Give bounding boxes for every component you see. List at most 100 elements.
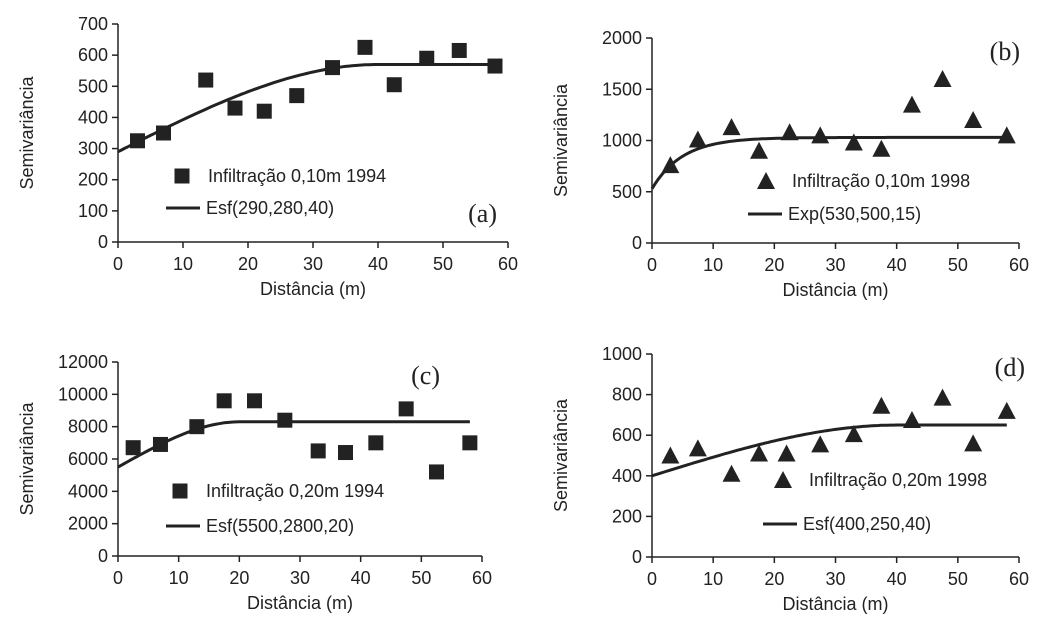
data-point [247,393,262,409]
x-tick-label: 0 [113,254,123,274]
data-point [289,88,305,104]
y-tick-label: 200 [78,170,108,190]
legend-model-label: Esf(400,250,40) [803,514,931,534]
x-tick-label: 30 [825,255,845,275]
chart-panel-d: 0 200 400 600 800 1000 0 10 20 30 40 50 60 Distância … [551,344,1029,614]
data-point [964,111,983,128]
data-point [277,412,293,428]
data-point [902,410,921,428]
y-tick-label: 0 [632,233,642,253]
chart-panel-a: 0 100 200 300 400 500 600 700 0 10 20 30 40 50 60 Distâ… [17,14,518,299]
data-point [688,130,707,148]
x-tick-label: 40 [368,254,388,274]
y-tick-label: 8000 [68,417,108,437]
data-point [325,60,340,76]
legend-marker [174,168,190,184]
y-axis-label: Semivariância [551,83,571,197]
data-point [722,464,741,482]
data-point [338,445,353,461]
y-tick-label: 300 [78,139,108,159]
y-tick-label: 600 [612,425,642,445]
y-tick-label: 2000 [68,514,108,534]
data-point [198,72,214,88]
x-tick-label: 20 [238,254,258,274]
model-curve [117,63,495,154]
legend-points-label: Infiltração 0,20m 1994 [206,481,384,501]
x-tick-label: 10 [703,255,723,275]
y-tick-label: 4000 [68,481,108,501]
data-point [933,388,952,406]
data-point [429,464,444,480]
y-tick-label: 0 [632,547,642,567]
y-tick-label: 0 [98,232,108,252]
x-tick-label: 50 [948,569,968,589]
data-point [997,126,1016,144]
model-curve [650,135,1007,190]
legend-points-label: Infiltração 0,10m 1994 [208,166,386,186]
x-axis-label: Distância (m) [247,593,353,613]
x-tick-label: 0 [647,569,657,589]
model-curve [117,420,470,469]
x-tick-label: 10 [173,254,193,274]
y-tick-label: 200 [612,506,642,526]
y-tick-label: 0 [98,546,108,566]
data-point [216,393,232,409]
x-tick-label: 60 [498,254,518,274]
legend-model-label: Esf(290,280,40) [206,198,334,218]
data-point [872,139,891,157]
data-point [310,443,326,459]
data-point [844,425,863,443]
x-tick-label: 10 [169,568,189,588]
y-tick-label: 700 [78,14,108,34]
data-point [661,446,680,464]
x-tick-label: 60 [1009,255,1029,275]
y-tick-label: 1500 [602,79,642,99]
y-axis-label: Semivariância [17,401,37,515]
panel-tag: (c) [411,361,440,390]
data-point [419,50,435,66]
y-tick-label: 400 [612,466,642,486]
data-point [750,141,769,159]
legend-model-label: Exp(530,500,15) [788,204,921,224]
data-point [189,419,205,435]
data-point [964,434,983,452]
data-point [661,156,680,174]
y-tick-label: 2000 [602,28,642,48]
legend-marker [757,172,775,189]
y-tick-label: 1000 [602,344,642,364]
y-tick-label: 500 [612,182,642,202]
y-tick-label: 10000 [58,384,108,404]
data-point [688,439,707,457]
data-point [811,435,830,453]
x-tick-label: 20 [229,568,249,588]
x-tick-label: 20 [764,569,784,589]
chart-panel-c: 0 2000 4000 6000 8000 10000 12000 0 10 20 30 40 50 60… [17,352,492,613]
y-tick-label: 800 [612,385,642,405]
y-tick-label: 6000 [68,449,108,469]
data-point [368,435,384,451]
x-tick-label: 10 [703,569,723,589]
legend-points-label: Infiltração 0,20m 1998 [809,470,987,490]
x-tick-label: 40 [887,255,907,275]
x-axis-label: Distância (m) [782,594,888,614]
x-tick-label: 60 [1009,569,1029,589]
legend-marker [172,483,188,499]
data-point [997,401,1016,419]
data-point [125,440,141,456]
data-point [398,401,414,417]
y-axis-label: Semivariância [551,398,571,512]
x-tick-label: 30 [290,568,310,588]
data-point [256,103,272,119]
data-point [451,42,467,58]
data-point [780,123,799,141]
chart-panel-b: 0 500 1000 1500 2000 0 10 20 30 40 50 60 Distância (… [551,28,1029,300]
x-tick-label: 30 [303,254,323,274]
legend-model-label: Esf(5500,2800,20) [206,516,354,536]
x-tick-label: 30 [825,569,845,589]
data-point [750,444,769,462]
data-point [811,126,830,144]
y-axis-label: Semivariância [17,75,37,189]
x-tick-label: 0 [647,255,657,275]
x-tick-label: 40 [351,568,371,588]
